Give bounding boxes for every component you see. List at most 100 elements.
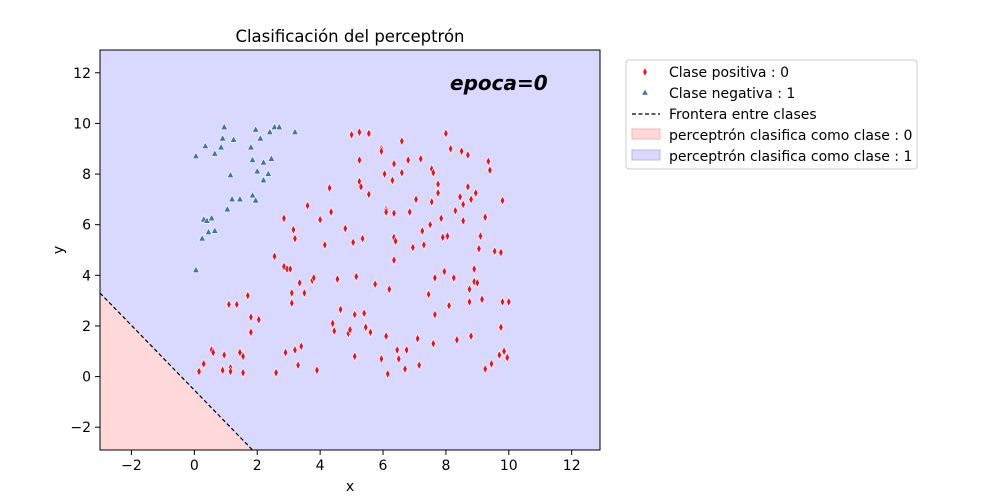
point-clase-positiva-110 — [447, 143, 454, 154]
point-clase-positiva-14 — [226, 299, 232, 310]
point-clase-positiva-119 — [465, 149, 471, 161]
point-clase-positiva-59 — [363, 322, 369, 333]
point-clase-negativa-15 — [228, 194, 236, 203]
plot-frame — [99, 49, 601, 451]
point-clase-positiva-71 — [385, 368, 391, 380]
epoch-annotation: epoca=0 — [450, 71, 548, 95]
point-clase-positiva-60 — [366, 128, 372, 139]
point-clase-positiva-43 — [334, 273, 341, 285]
point-clase-positiva-12 — [248, 311, 254, 323]
point-clase-negativa-28 — [265, 127, 274, 135]
point-clase-positiva-82 — [399, 135, 405, 147]
point-clase-positiva-90 — [416, 360, 422, 371]
point-clase-positiva-109 — [446, 300, 452, 311]
point-clase-positiva-106 — [441, 266, 447, 277]
point-clase-positiva-107 — [443, 128, 449, 139]
point-clase-positiva-19 — [281, 213, 287, 224]
point-clase-positiva-29 — [295, 360, 301, 371]
point-clase-positiva-32 — [301, 287, 308, 299]
point-clase-negativa-20 — [248, 155, 257, 163]
point-clase-positiva-23 — [287, 263, 293, 275]
point-clase-positiva-53 — [356, 127, 363, 138]
point-clase-negativa-30 — [270, 122, 279, 130]
point-clase-positiva-115 — [458, 146, 465, 157]
point-clase-positiva-112 — [452, 205, 458, 216]
point-clase-negativa-9 — [210, 149, 219, 157]
point-clase-positiva-3 — [210, 347, 216, 358]
x-tick-label-7: 12 — [563, 458, 581, 474]
point-clase-positiva-57 — [359, 233, 366, 244]
point-clase-positiva-91 — [418, 153, 424, 165]
point-clase-positiva-13 — [248, 327, 254, 338]
point-clase-negativa-4 — [201, 141, 210, 149]
point-clase-positiva-142 — [501, 346, 507, 357]
point-clase-positiva-11 — [245, 290, 251, 301]
point-clase-negativa-32 — [291, 127, 299, 135]
x-tick-label-2: 2 — [253, 458, 262, 474]
point-clase-positiva-95 — [427, 219, 433, 230]
point-clase-positiva-50 — [352, 309, 358, 320]
point-clase-positiva-127 — [474, 277, 480, 289]
point-clase-positiva-27 — [292, 233, 298, 244]
point-clase-positiva-78 — [392, 235, 399, 247]
point-clase-positiva-1 — [201, 358, 207, 370]
x-axis-ticks: −2 0 2 4 6 8 10 12 — [121, 450, 581, 474]
point-clase-positiva-120 — [466, 284, 473, 295]
y-tick-label-0: −2 — [70, 420, 91, 436]
point-clase-negativa-26 — [259, 175, 268, 184]
legend: Clase positiva : 0 Clase negativa : 1 Fr… — [625, 59, 918, 170]
point-clase-positiva-54 — [356, 154, 363, 166]
point-clase-positiva-16 — [256, 314, 262, 325]
point-clase-negativa-8 — [210, 226, 219, 234]
y-axis-label: y — [51, 246, 67, 254]
point-clase-positiva-100 — [432, 272, 438, 284]
x-tick-label-1: 0 — [190, 458, 199, 474]
point-clase-positiva-133 — [485, 156, 492, 167]
point-clase-positiva-38 — [322, 239, 328, 251]
point-clase-negativa-6 — [204, 227, 213, 235]
point-clase-negativa-10 — [217, 142, 225, 151]
point-clase-negativa-19 — [248, 190, 257, 199]
point-clase-positiva-70 — [383, 330, 389, 342]
point-clase-positiva-85 — [405, 154, 411, 166]
point-clase-positiva-83 — [402, 363, 408, 375]
point-clase-positiva-62 — [367, 327, 374, 338]
point-clase-positiva-111 — [451, 272, 457, 284]
point-clase-positiva-84 — [403, 344, 410, 356]
x-tick-label-0: −2 — [121, 458, 142, 474]
point-clase-positiva-131 — [482, 211, 488, 223]
point-clase-positiva-141 — [499, 296, 506, 308]
point-clase-positiva-48 — [348, 129, 355, 140]
y-tick-label-3: 4 — [82, 268, 91, 284]
y-tick-label-4: 6 — [82, 218, 91, 234]
point-clase-negativa-25 — [259, 158, 268, 166]
scatter-markers — [192, 122, 512, 380]
point-clase-positiva-124 — [471, 263, 477, 275]
point-clase-positiva-35 — [311, 272, 317, 284]
legend-label-region-0: perceptrón clasifica como clase : 0 — [669, 128, 912, 144]
legend-frame — [625, 59, 918, 170]
point-clase-positiva-118 — [465, 181, 471, 192]
point-clase-positiva-56 — [358, 181, 364, 192]
point-clase-positiva-122 — [468, 330, 474, 342]
point-clase-positiva-42 — [331, 325, 337, 337]
legend-marker-clase-positiva — [642, 66, 648, 78]
y-tick-label-6: 10 — [73, 116, 91, 132]
point-clase-negativa-16 — [229, 135, 238, 143]
legend-label-clase-positiva: Clase positiva : 0 — [669, 65, 789, 81]
point-clase-positiva-77 — [391, 254, 397, 266]
point-clase-positiva-8 — [237, 347, 243, 358]
point-clase-negativa-23 — [253, 166, 262, 175]
point-clase-positiva-92 — [419, 225, 425, 237]
point-clase-positiva-51 — [352, 351, 358, 362]
point-clase-negativa-21 — [251, 125, 260, 133]
y-tick-label-5: 8 — [82, 167, 91, 183]
point-clase-positiva-87 — [410, 242, 416, 253]
point-clase-positiva-30 — [297, 277, 303, 289]
point-clase-negativa-29 — [267, 154, 276, 162]
point-clase-positiva-21 — [282, 347, 289, 358]
point-clase-positiva-129 — [477, 230, 484, 242]
point-clase-positiva-4 — [221, 349, 227, 361]
x-axis-label: x — [346, 479, 354, 495]
point-clase-positiva-117 — [460, 215, 466, 227]
